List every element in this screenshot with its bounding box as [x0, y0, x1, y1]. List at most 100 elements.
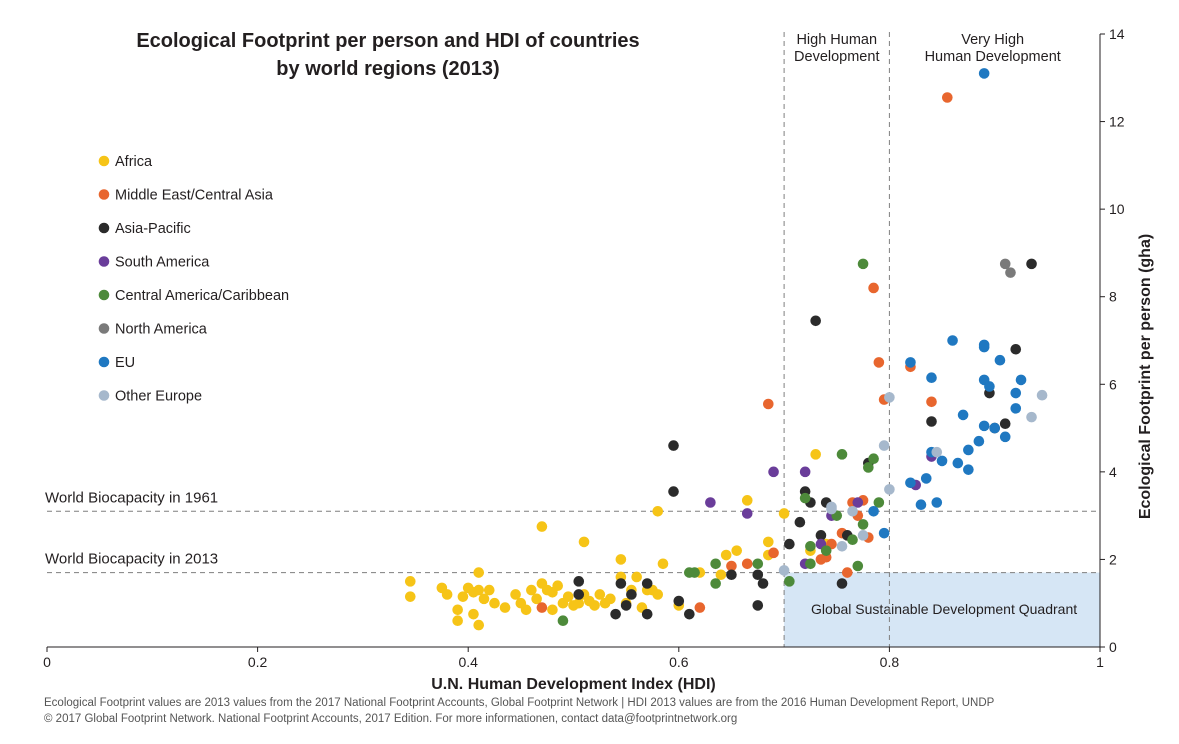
point-africa: [489, 597, 500, 609]
point-central-america-caribbean: [868, 453, 879, 465]
point-eu: [905, 477, 916, 489]
point-asia-pacific: [668, 486, 679, 497]
point-central-america-caribbean: [689, 567, 700, 578]
band-label-very-high: Human Development: [925, 49, 1061, 65]
point-asia-pacific: [999, 418, 1011, 429]
point-africa: [531, 593, 542, 605]
point-south-america: [705, 497, 716, 508]
point-africa: [468, 608, 479, 620]
point-middle-east-central-asia: [726, 560, 737, 572]
point-africa: [731, 545, 743, 556]
point-africa: [547, 604, 558, 616]
point-asia-pacific: [836, 578, 848, 589]
point-other-europe: [884, 392, 895, 403]
point-south-america: [852, 497, 864, 508]
reference-line-label: World Biocapacity in 1961: [45, 489, 218, 506]
point-africa: [573, 597, 585, 609]
point-central-america-caribbean: [857, 519, 869, 530]
point-middle-east-central-asia: [841, 567, 853, 578]
point-middle-east-central-asia: [763, 398, 774, 410]
point-south-america: [768, 466, 779, 478]
point-central-america-caribbean: [799, 492, 811, 504]
x-tick-label: 1: [1096, 654, 1104, 670]
point-africa: [605, 593, 616, 605]
sustainable-quadrant: [784, 572, 1100, 647]
x-tick-label: 0: [43, 654, 51, 670]
reference-line-layer: World Biocapacity in 1961 World Biocapaci…: [45, 489, 1100, 574]
chart-title-line: Ecological Footprint per person and HDI …: [136, 30, 639, 52]
point-eu: [978, 339, 990, 351]
point-africa: [526, 584, 537, 596]
point-africa: [478, 593, 490, 605]
point-eu: [984, 381, 995, 392]
point-eu: [878, 527, 890, 539]
point-asia-pacific: [752, 600, 764, 611]
point-other-europe: [1026, 411, 1037, 423]
point-eu: [973, 435, 985, 447]
point-central-america-caribbean: [710, 558, 721, 570]
y-tick-label: 0: [1109, 639, 1117, 655]
point-asia-pacific: [757, 578, 769, 589]
reference-line-label: World Biocapacity in 2013: [45, 551, 218, 568]
point-central-america-caribbean: [805, 540, 816, 552]
point-central-america-caribbean: [784, 576, 795, 587]
point-eu: [931, 497, 943, 508]
legend-label: EU: [115, 355, 135, 371]
x-axis-title: U.N. Human Development Index (HDI): [431, 676, 715, 693]
legend-label: Middle East/Central Asia: [115, 188, 274, 204]
point-other-europe: [826, 503, 837, 515]
point-north-america: [1005, 267, 1016, 278]
point-other-europe: [778, 565, 790, 576]
point-asia-pacific: [573, 589, 585, 600]
band-label-high: High Human: [796, 32, 877, 48]
point-africa: [720, 549, 732, 561]
point-africa: [615, 554, 627, 565]
y-tick-label: 6: [1109, 376, 1117, 392]
point-eu: [978, 420, 990, 432]
point-central-america-caribbean: [863, 462, 874, 473]
point-africa: [631, 571, 642, 583]
point-other-europe: [884, 484, 895, 495]
point-africa: [510, 589, 521, 600]
x-tick-label: 0.2: [248, 654, 268, 670]
footer-source-note: Ecological Footprint values are 2013 val…: [44, 697, 995, 709]
legend-label: North America: [115, 322, 208, 338]
point-asia-pacific: [620, 600, 632, 611]
legend-label: Asia-Pacific: [115, 221, 191, 237]
point-africa: [404, 576, 416, 587]
point-asia-pacific: [610, 608, 621, 620]
point-other-europe: [931, 446, 943, 458]
point-eu: [963, 464, 974, 475]
point-africa: [578, 536, 590, 548]
legend: Africa Middle East/Central Asia Asia-Pacif…: [98, 154, 289, 405]
point-central-america-caribbean: [873, 497, 885, 508]
point-africa: [457, 591, 469, 602]
point-asia-pacific: [684, 608, 695, 620]
y-tick-label: 12: [1109, 114, 1125, 130]
band-label-high: Development: [794, 49, 879, 65]
y-tick-label: 10: [1109, 201, 1125, 217]
y-tick-label: 8: [1109, 289, 1117, 305]
point-middle-east-central-asia: [768, 547, 779, 559]
legend-marker: [98, 390, 110, 401]
point-central-america-caribbean: [710, 578, 721, 589]
x-tick-label: 0.4: [458, 654, 478, 670]
point-middle-east-central-asia: [942, 92, 953, 103]
point-asia-pacific: [668, 440, 679, 451]
point-asia-pacific: [573, 576, 585, 587]
point-eu: [999, 431, 1011, 443]
legend-marker: [98, 189, 110, 200]
footer-copyright: © 2017 Global Footprint Network. Nationa…: [44, 713, 738, 725]
quadrant-label: Global Sustainable Development Quadrant: [811, 601, 1077, 617]
point-south-america: [741, 508, 753, 519]
point-eu: [868, 505, 879, 517]
point-middle-east-central-asia: [741, 558, 753, 570]
legend-marker: [98, 256, 110, 267]
legend-label: Central America/Caribbean: [115, 288, 289, 304]
y-tick-label: 4: [1109, 464, 1117, 480]
point-africa: [520, 604, 532, 616]
point-africa: [594, 589, 606, 600]
legend-label: Africa: [115, 154, 153, 170]
chart-title-line: by world regions (2013): [276, 58, 499, 80]
